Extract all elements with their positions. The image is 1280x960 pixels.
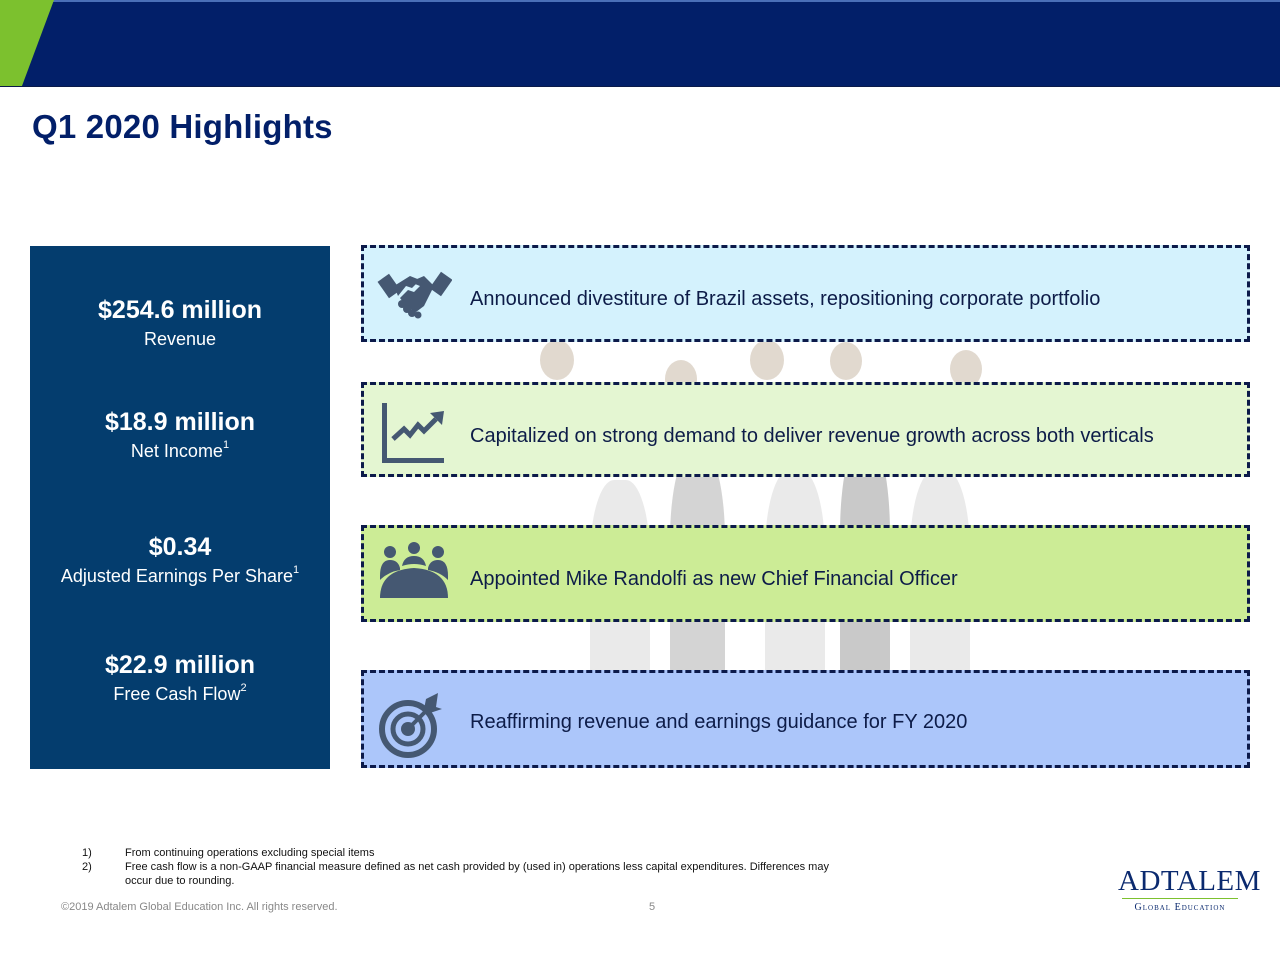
header-bottom-line: [0, 86, 1280, 87]
metric-adjusted-eps: $0.34 Adjusted Earnings Per Share1: [30, 533, 330, 587]
highlight-divestiture: Announced divestiture of Brazil assets, …: [361, 245, 1250, 342]
metric-label: Revenue: [143, 329, 217, 349]
handshake-icon: [376, 256, 453, 332]
copyright-notice: ©2019 Adtalem Global Education Inc. All …: [61, 901, 338, 913]
metric-free-cash-flow: $22.9 million Free Cash Flow2: [30, 651, 330, 705]
highlight-text: Capitalized on strong demand to deliver …: [470, 425, 1154, 447]
highlight-text: Appointed Mike Randolfi as new Chief Fin…: [470, 568, 958, 590]
metric-value: $0.34: [148, 533, 212, 561]
page-title: Q1 2020 Highlights: [32, 108, 333, 145]
metric-revenue: $254.6 million Revenue: [30, 296, 330, 350]
page-number: 5: [649, 901, 656, 913]
metric-value: $18.9 million: [104, 408, 256, 436]
highlight-revenue-growth: Capitalized on strong demand to deliver …: [361, 382, 1250, 477]
footnotes: 1) From continuing operations excluding …: [82, 846, 829, 888]
highlight-guidance: Reaffirming revenue and earnings guidanc…: [361, 670, 1250, 768]
footnote-1: 1) From continuing operations excluding …: [82, 847, 375, 859]
footnote-2-continued: occur due to rounding.: [125, 875, 235, 887]
metric-label: Free Cash Flow2: [113, 682, 247, 704]
metric-value: $22.9 million: [104, 651, 256, 679]
metric-value: $254.6 million: [98, 296, 262, 324]
highlight-text: Announced divestiture of Brazil assets, …: [470, 288, 1101, 310]
header-top-line: [0, 0, 1280, 2]
header-band: [0, 0, 1280, 87]
growth-chart-icon: [376, 395, 452, 471]
footnote-marker: 2: [240, 682, 247, 694]
footnote-marker: 1: [293, 564, 300, 576]
team-meeting-icon: [376, 536, 452, 612]
logo-subtitle: Global Education: [1134, 902, 1226, 913]
adtalem-logo: ADTALEM Global Education: [1118, 865, 1261, 918]
highlight-new-cfo: Appointed Mike Randolfi as new Chief Fin…: [361, 525, 1250, 622]
target-icon: [376, 687, 452, 763]
footnote-marker: 1: [222, 439, 230, 451]
header-green-accent: [0, 0, 54, 87]
metric-label: Adjusted Earnings Per Share1: [60, 564, 300, 586]
footnote-2: 2) Free cash flow is a non-GAAP financia…: [82, 861, 829, 873]
highlight-text: Reaffirming revenue and earnings guidanc…: [470, 711, 968, 733]
logo-wordmark: ADTALEM: [1118, 865, 1261, 897]
key-metrics-panel: $254.6 million Revenue $18.9 million Net…: [30, 246, 330, 769]
metric-net-income: $18.9 million Net Income1: [30, 408, 330, 462]
logo-rule: [1122, 898, 1238, 899]
metric-label: Net Income1: [130, 439, 230, 461]
